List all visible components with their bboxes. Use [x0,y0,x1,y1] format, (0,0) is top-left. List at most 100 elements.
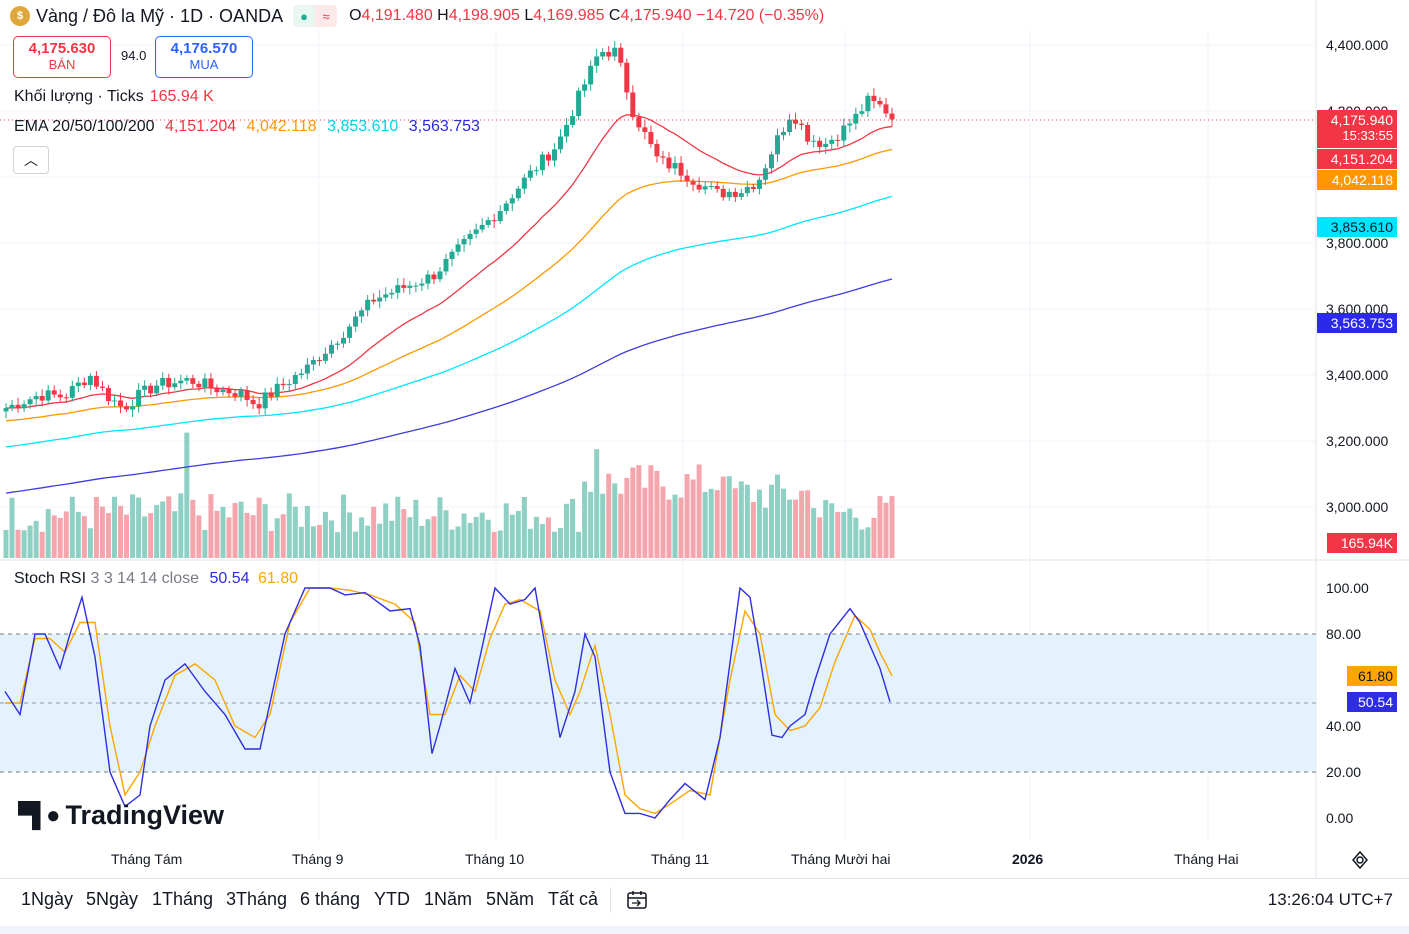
volume-bar [196,515,202,558]
volume-bar [762,507,768,558]
range-6m-button[interactable]: 6 tháng [300,889,361,909]
range-5d-button[interactable]: 5Ngày [86,889,139,909]
range-ytd-button[interactable]: YTD [374,889,410,909]
volume-bar [624,477,630,558]
volume-legend[interactable]: Khối lượng · Ticks 165.94 K [14,88,214,105]
volume-bar [708,488,714,558]
volume-bar [21,530,27,558]
volume-bar [768,484,774,558]
candle-body [178,380,184,384]
candle-body [756,179,762,189]
bottom-strip [0,926,1409,934]
candle-body [654,143,660,157]
volume-bar [865,527,871,558]
range-1d-button[interactable]: 1Ngày [21,889,74,909]
candle-body [250,399,256,405]
volume-bar [564,503,570,558]
candle-body [666,157,672,169]
ema-legend[interactable]: EMA 20/50/100/200 4,151.204 4,042.118 3,… [14,118,480,135]
time-tick: Tháng Tám [111,851,183,867]
candle-body [87,375,93,386]
symbol-title[interactable]: Vàng / Đô la Mỹ · 1D · OANDA [36,5,284,26]
volume-bar [853,517,859,558]
volume-bar [268,530,274,558]
candle-body [642,127,648,132]
range-1y-button[interactable]: 1Năm [424,889,473,909]
candle-body [636,117,642,128]
candle-body [853,113,859,124]
volume-bar [648,465,654,558]
time-tick: 2026 [1012,851,1044,867]
time-tick: Tháng 9 [292,851,344,867]
ema200-line [5,278,893,494]
volume-bar [539,524,545,558]
market-status-badge[interactable]: ● ≈ [293,5,338,27]
volume-bar [407,517,413,558]
volume-bar [690,479,696,558]
candle-body [33,396,39,400]
candle-body [347,326,353,338]
volume-bar [799,490,805,558]
volume-bar [220,506,226,558]
candle-body [805,124,811,142]
candle-body [841,125,847,141]
range-5y-button[interactable]: 5Năm [486,889,535,909]
buy-button[interactable]: 4,176.570 MUA [155,36,253,78]
candle-body [503,203,509,212]
tradingview-logo[interactable]: ▀▌● TradingView [18,800,225,830]
volume-bar [389,520,395,558]
volume-bar [45,508,51,558]
candle-body [684,175,690,182]
candle-body [461,238,467,245]
candle-body [865,95,871,112]
sell-button[interactable]: 4,175.630 BÁN [13,36,111,78]
candle-body [612,47,618,57]
candle-body [21,404,27,409]
settings-icon[interactable] [1350,850,1370,870]
candle-body [624,62,630,93]
range-1m-button[interactable]: 1Tháng [152,889,214,909]
candle-body [118,400,124,407]
volume-bar [250,515,256,558]
candle-body [220,389,226,393]
volume-bar [817,517,823,558]
candle-body [491,220,497,222]
time-tick: Tháng 10 [465,851,525,867]
volume-bar [594,449,600,558]
candle-body [630,92,636,118]
price-tick: 4,400.000 [1326,37,1389,53]
volume-bar [160,501,166,558]
range-all-button[interactable]: Tất cả [548,889,599,909]
candle-body [768,154,774,169]
candle-body [473,229,479,234]
stoch-k-line [4,586,891,819]
candle-body [558,136,564,150]
candle-body [214,387,220,393]
candle-body [148,385,154,394]
stoch-rsi-legend[interactable]: Stoch RSI 3 3 14 14 close 50.54 61.80 [14,570,299,587]
volume-bar [461,513,467,558]
candle-body [304,364,310,374]
candle-body [407,285,413,288]
range-3m-button[interactable]: 3Tháng [226,889,288,909]
candle-body [859,111,865,114]
buy-price: 4,176.570 [170,40,238,57]
candle-body [732,191,738,197]
candle-body [594,56,600,66]
candle-body [413,285,419,287]
candle-body [823,143,829,148]
candle-body [377,297,383,302]
collapse-legend-button[interactable]: ︿ [13,146,49,174]
last-price-label: 4,175.940 15:33:55 [1317,110,1397,148]
volume-bar [642,487,648,558]
candle-body [262,392,268,409]
stoch-k-value: 50.54 [209,570,250,587]
volume-bar [781,488,787,558]
candle-body [696,184,702,190]
calendar-goto-icon[interactable] [626,890,648,910]
clock-timezone[interactable]: 13:26:04 UTC+7 [1267,890,1393,909]
candle-body [268,392,274,397]
toolbar-divider [610,887,611,913]
candle-body [389,292,395,295]
